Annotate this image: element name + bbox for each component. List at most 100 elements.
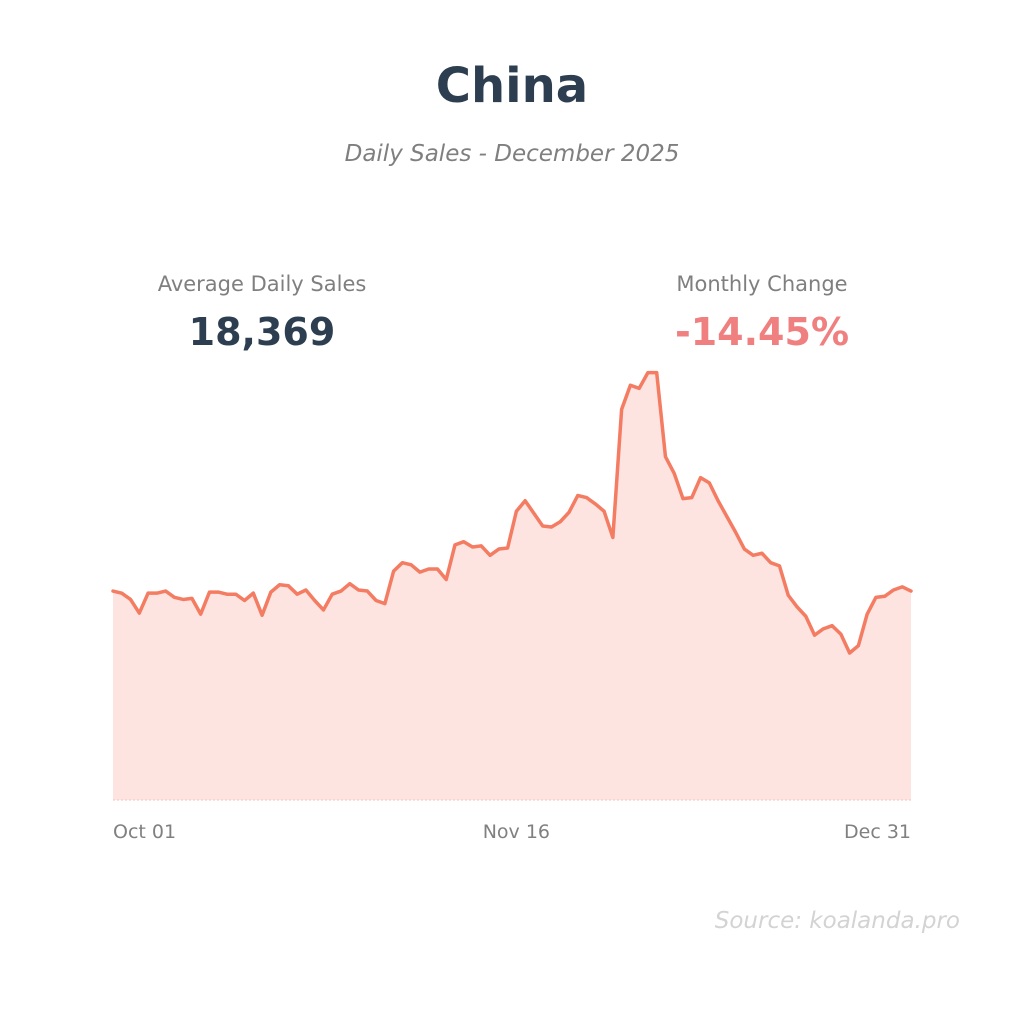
data-point <box>900 585 904 589</box>
data-point <box>462 540 466 544</box>
data-point <box>751 553 755 557</box>
data-point <box>357 588 361 592</box>
data-point <box>742 547 746 551</box>
data-point <box>786 593 790 597</box>
data-point <box>690 496 694 500</box>
data-point <box>146 591 150 595</box>
data-point <box>207 590 211 594</box>
data-point <box>313 599 317 602</box>
data-point <box>164 589 168 593</box>
monthly-change-value: -14.45% <box>674 310 850 354</box>
data-point <box>813 633 817 637</box>
data-point <box>891 588 895 592</box>
data-point <box>699 476 703 480</box>
data-point <box>453 543 457 547</box>
data-point <box>734 530 738 534</box>
monthly-change-stat: Monthly Change -14.45% <box>602 272 922 354</box>
data-point <box>585 496 589 500</box>
data-point <box>365 589 369 593</box>
monthly-change-label: Monthly Change <box>676 272 848 296</box>
data-point <box>251 591 255 595</box>
average-daily-sales-stat: Average Daily Sales 18,369 <box>102 272 422 354</box>
data-point <box>199 612 203 616</box>
data-point <box>611 536 615 539</box>
data-point <box>804 614 808 618</box>
x-tick-label: Oct 01 <box>113 821 176 843</box>
data-point <box>260 613 264 617</box>
page-subtitle: Daily Sales - December 2025 <box>344 141 680 167</box>
data-point <box>760 551 764 555</box>
data-point <box>830 624 834 628</box>
data-point <box>155 591 159 595</box>
series-area-fill <box>113 372 911 800</box>
data-point <box>848 651 852 655</box>
data-point <box>392 569 396 573</box>
data-point <box>216 590 220 594</box>
x-tick-label: Nov 16 <box>483 821 550 843</box>
data-point <box>655 371 659 375</box>
data-point <box>383 602 387 606</box>
data-point <box>479 544 483 548</box>
data-point <box>549 525 553 529</box>
data-point <box>225 592 229 596</box>
data-point <box>304 588 308 592</box>
average-daily-sales-label: Average Daily Sales <box>157 272 367 296</box>
average-daily-sales-value: 18,369 <box>188 310 336 354</box>
source-attribution: Source: koalanda.pro <box>714 908 960 934</box>
data-point <box>321 608 325 612</box>
data-point <box>278 583 282 587</box>
data-point <box>856 644 860 648</box>
data-point <box>488 553 492 557</box>
data-point <box>269 590 273 594</box>
data-point <box>374 599 378 602</box>
data-point <box>418 570 422 574</box>
data-point <box>120 591 124 595</box>
data-point <box>506 546 510 550</box>
data-point <box>400 561 404 565</box>
series-line <box>111 370 913 655</box>
data-point <box>593 502 597 506</box>
data-point <box>181 597 185 601</box>
data-point <box>620 407 624 411</box>
data-point <box>628 383 632 387</box>
data-point <box>558 520 562 524</box>
data-point <box>839 632 843 636</box>
data-point <box>497 547 501 551</box>
data-point <box>672 471 676 475</box>
data-point <box>471 545 475 549</box>
data-point <box>172 595 176 599</box>
data-point <box>602 509 606 513</box>
data-point <box>909 589 913 593</box>
data-point <box>286 584 290 588</box>
page-title: China <box>435 58 589 114</box>
data-point <box>637 386 641 390</box>
data-point <box>190 596 194 600</box>
data-point <box>348 582 352 586</box>
chart-marks: Oct 01 Nov 16 Dec 31 <box>111 370 913 843</box>
x-tick-label: Dec 31 <box>844 821 911 843</box>
data-point <box>795 605 799 609</box>
data-point <box>427 567 431 571</box>
data-point <box>681 497 685 501</box>
data-point <box>663 455 667 459</box>
data-point <box>444 578 448 581</box>
data-point <box>707 481 711 485</box>
data-point <box>435 567 439 571</box>
data-point <box>111 589 115 593</box>
data-point <box>514 509 518 513</box>
data-point <box>865 612 869 616</box>
data-point <box>234 592 238 596</box>
data-point <box>883 594 887 598</box>
data-point <box>295 592 299 596</box>
data-point <box>874 595 878 599</box>
data-point <box>716 499 720 503</box>
data-point <box>409 563 413 567</box>
data-point <box>330 592 334 596</box>
data-point <box>725 515 729 518</box>
data-point <box>339 589 343 593</box>
data-point <box>523 499 527 503</box>
data-point <box>129 597 133 601</box>
data-point <box>769 561 773 565</box>
